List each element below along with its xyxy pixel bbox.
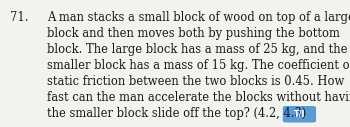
Text: static friction between the two blocks is 0.45. How: static friction between the two blocks i… <box>47 75 345 88</box>
Text: fast can the man accelerate the blocks without having: fast can the man accelerate the blocks w… <box>47 91 350 104</box>
Text: T/I: T/I <box>294 110 305 119</box>
Text: 71.: 71. <box>10 11 28 24</box>
Text: A man stacks a small block of wood on top of a larger: A man stacks a small block of wood on to… <box>47 11 350 24</box>
Text: block and then moves both by pushing the bottom: block and then moves both by pushing the… <box>47 27 340 40</box>
Text: the smaller block slide off the top? (4.2, 4.3): the smaller block slide off the top? (4.… <box>47 107 307 120</box>
Text: smaller block has a mass of 15 kg. The coefficient of: smaller block has a mass of 15 kg. The c… <box>47 59 350 72</box>
Text: block. The large block has a mass of 25 kg, and the: block. The large block has a mass of 25 … <box>47 43 348 56</box>
